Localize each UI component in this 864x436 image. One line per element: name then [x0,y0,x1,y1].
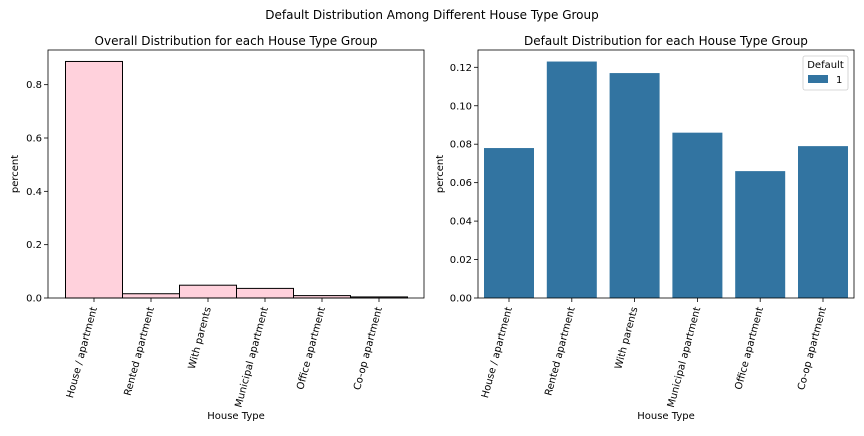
x-tick-label: Rented apartment [543,306,577,397]
y-axis: 0.00 0.02 0.04 0.06 0.08 0.10 0.12 [450,63,478,305]
bar [609,73,660,299]
x-tick-label: Co-op apartment [796,306,829,392]
x-axis-label: House Type [637,411,695,422]
y-tick-label: 0.06 [450,178,472,189]
x-tick-label: Municipal apartment [666,306,703,409]
bar [798,146,848,298]
y-tick-label: 0.04 [450,217,472,228]
legend: Default 1 [802,55,849,91]
figure-suptitle: Default Distribution Among Different Hou… [265,8,599,22]
chart-title: Overall Distribution for each House Type… [95,34,378,48]
plot-frame [477,49,855,299]
y-axis-label: percent [10,155,21,193]
y-tick-label: 0.2 [26,240,42,251]
y-tick-label: 0.12 [450,63,472,74]
bars-group [484,61,848,299]
bars-group [65,60,408,299]
y-tick-label: 0.8 [26,80,42,91]
bar [122,293,180,299]
y-tick-label: 0.00 [450,294,472,305]
y-tick-label: 0.02 [450,255,472,266]
bar [546,61,597,299]
chart-overall-distribution: Overall Distribution for each House Type… [10,34,425,422]
x-tick-label: With parents [187,306,214,371]
x-tick-label: Co-op apartment [352,306,385,392]
x-tick-label: With parents [613,306,640,371]
x-axis-label: House Type [207,411,265,422]
bar [236,287,294,299]
chart-title: Default Distribution for each House Type… [524,34,808,48]
bar [179,284,237,299]
y-tick-label: 0.6 [26,134,42,145]
y-tick-label: 0.10 [450,101,472,112]
plot-frame [47,49,425,299]
legend-entry-label: 1 [836,75,842,86]
x-tick-label: House / apartment [480,306,515,400]
x-axis: House / apartment Rented apartment With pa… [480,298,829,409]
y-axis-label: percent [435,155,446,193]
x-tick-label: Municipal apartment [233,306,270,409]
x-tick-label: Office apartment [733,306,766,391]
y-tick-label: 0.08 [450,140,472,151]
legend-swatch [808,75,828,83]
x-tick-label: House / apartment [65,306,100,400]
bar [672,132,723,298]
x-tick-label: Rented apartment [123,306,157,397]
y-axis: 0.0 0.2 0.4 0.6 0.8 [26,80,48,305]
x-axis: House / apartment Rented apartment With pa… [65,298,385,409]
x-tick-label: Office apartment [295,306,328,391]
legend-title: Default [807,60,844,71]
bar [484,148,534,298]
y-tick-label: 0.0 [26,294,42,305]
bar [735,171,786,298]
bar [65,60,123,299]
y-tick-label: 0.4 [26,187,42,198]
chart-default-distribution: Default Distribution for each House Type… [435,34,855,422]
